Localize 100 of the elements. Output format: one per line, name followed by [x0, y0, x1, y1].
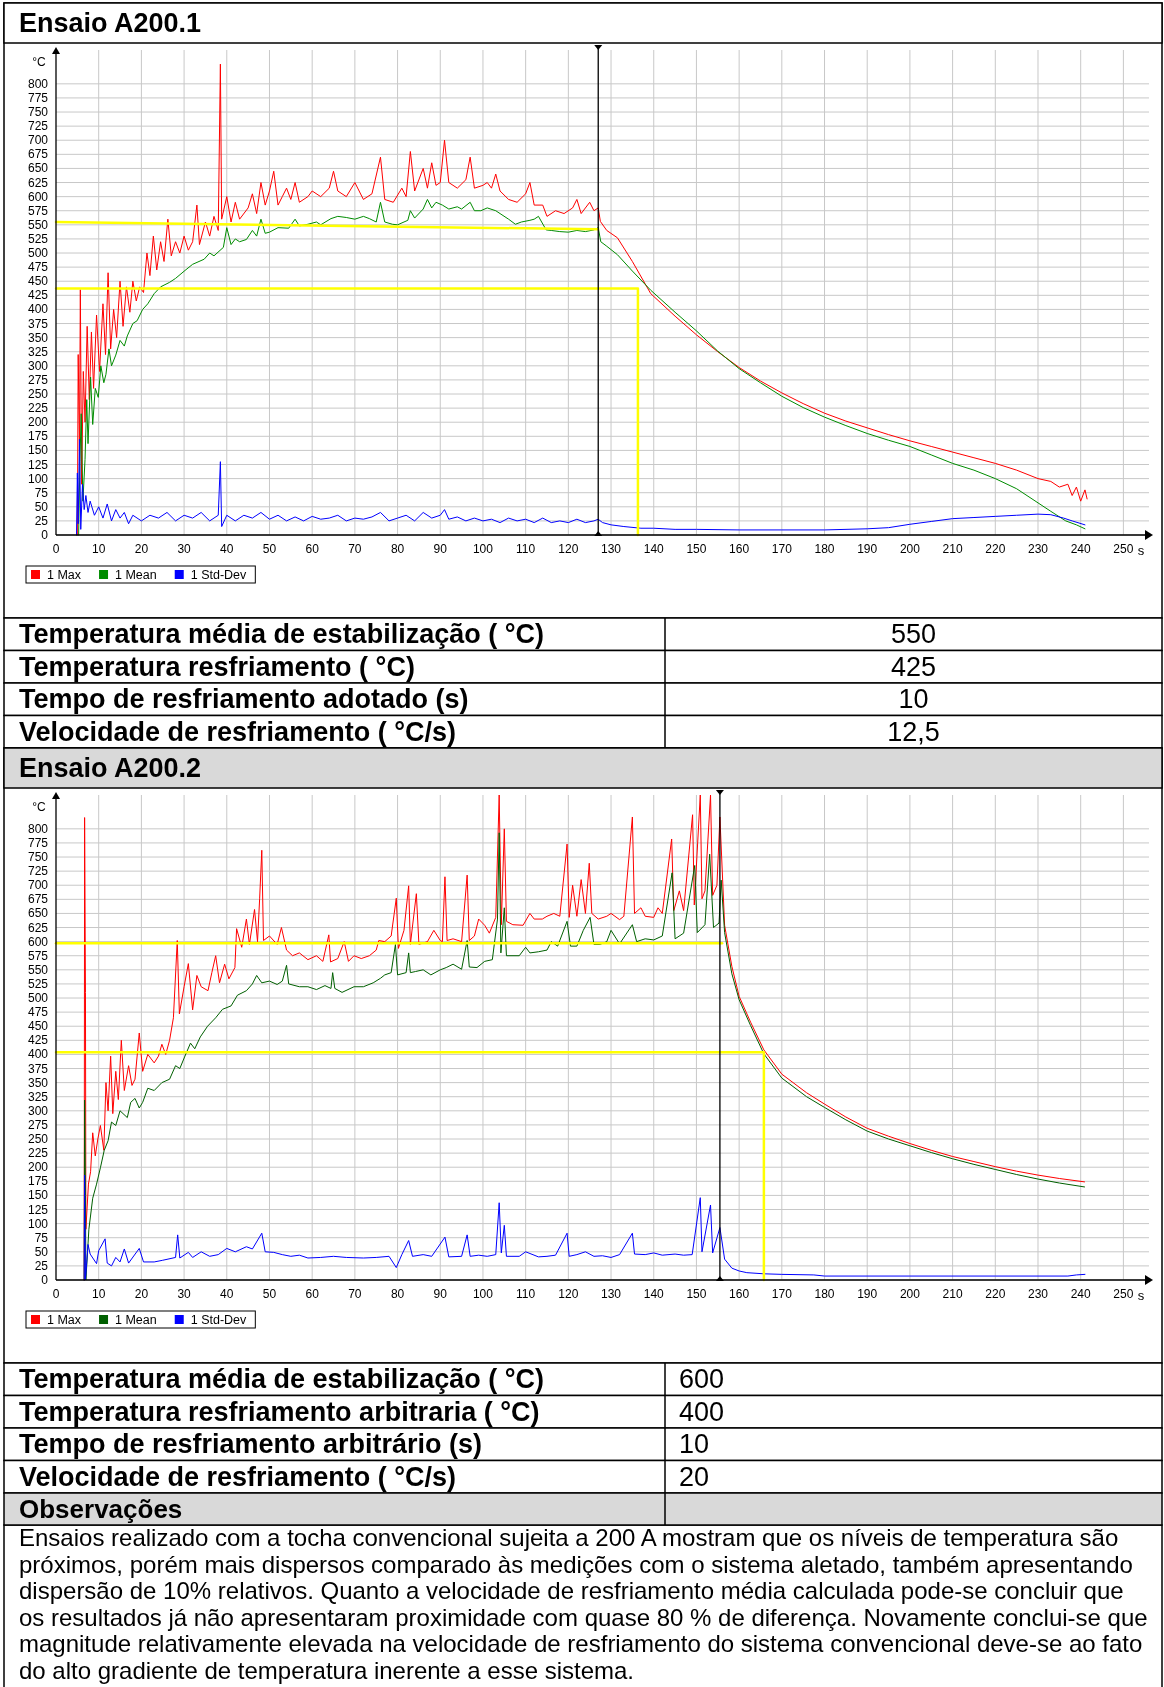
x-tick-label: 70	[348, 542, 362, 556]
y-tick-label: 725	[27, 864, 49, 879]
y-tick-label: 375	[27, 1061, 49, 1076]
y-tick-label: 200	[27, 1160, 49, 1175]
x-tick-label: 0	[52, 542, 60, 556]
y-tick-label: 700	[27, 133, 49, 148]
legend-label: 1 Mean	[115, 567, 157, 582]
x-tick-label: 200	[899, 1287, 921, 1301]
y-tick-label: 0	[41, 528, 49, 542]
text: Velocidade de resfriamento ( °C/s)	[19, 1461, 456, 1492]
y-tick-label: 775	[27, 835, 49, 850]
y-tick-label: 225	[27, 401, 49, 416]
text: Temperatura média de estabilização ( °C)	[19, 619, 544, 650]
x-tick-label: 0	[52, 1287, 60, 1301]
x-tick-label: 240	[1070, 542, 1092, 556]
y-tick-label: 350	[27, 1075, 49, 1090]
y-tick-label: 800	[27, 76, 49, 91]
text: 10	[898, 684, 929, 715]
line-series	[78, 198, 1086, 536]
text: 20	[679, 1461, 710, 1492]
x-tick-label: 90	[433, 1287, 448, 1301]
x-tick-label: 20	[134, 1287, 149, 1301]
y-tick-label: 450	[27, 1019, 49, 1034]
x-tick-label: 120	[558, 1287, 579, 1301]
y-tick-label: 325	[27, 1089, 49, 1104]
x-tick-label: 60	[305, 1287, 320, 1301]
x-tick-label: 230	[1027, 542, 1049, 556]
y-tick-label: 500	[27, 246, 49, 261]
legend-label: 1 Std-Dev	[190, 567, 248, 582]
y-tick-label: 700	[27, 878, 49, 893]
x-tick-label: 90	[433, 542, 448, 556]
line-series	[76, 63, 1088, 536]
x-axis-title: s	[1137, 1287, 1145, 1303]
y-tick-label: 250	[27, 387, 49, 402]
y-tick-label: 800	[27, 821, 49, 836]
text: Temperatura resfriamento arbitraria ( °C)	[19, 1396, 540, 1427]
y-tick-label: 550	[27, 217, 49, 232]
x-tick-label: 120	[558, 542, 579, 556]
x-tick-label: 210	[942, 542, 963, 556]
y-tick-label: 525	[27, 976, 49, 991]
x-tick-label: 190	[857, 542, 878, 556]
x-tick-label: 40	[220, 1287, 234, 1301]
y-tick-label: 650	[27, 906, 49, 921]
x-tick-label: 10	[92, 1287, 106, 1301]
text: Temperatura média de estabilização ( °C)	[19, 1364, 544, 1395]
y-tick-label: 625	[27, 920, 49, 935]
x-tick-label: 220	[985, 542, 1006, 556]
x-tick-label: 30	[177, 542, 192, 556]
x-tick-label: 250	[1113, 542, 1134, 556]
y-tick-label: 400	[27, 1047, 49, 1062]
y-tick-label: 550	[27, 962, 49, 977]
chart-title: Ensaio A200.1	[19, 8, 202, 38]
x-tick-label: 230	[1027, 1287, 1049, 1301]
y-tick-label: 100	[27, 1216, 49, 1231]
text: 425	[890, 651, 937, 682]
chart-title: Ensaio A200.2	[19, 753, 202, 783]
text: Observações	[19, 1494, 183, 1524]
y-tick-label: 200	[27, 415, 49, 430]
line-series	[83, 1174, 1086, 1281]
y-axis-title: °C	[32, 800, 47, 814]
x-tick-label: 190	[857, 1287, 878, 1301]
y-tick-label: 600	[27, 934, 49, 949]
x-tick-label: 130	[601, 542, 622, 556]
text: Temperatura resfriamento ( °C)	[19, 651, 415, 682]
y-tick-label: 75	[34, 1230, 49, 1245]
x-tick-label: 80	[390, 1287, 405, 1301]
x-tick-label: 50	[262, 1287, 277, 1301]
line-series	[75, 438, 1086, 536]
y-tick-label: 225	[27, 1146, 49, 1161]
y-tick-label: 625	[27, 175, 49, 190]
y-tick-label: 600	[27, 189, 49, 204]
y-tick-label: 775	[27, 90, 49, 105]
y-tick-label: 75	[34, 485, 49, 500]
y-tick-label: 175	[27, 429, 49, 444]
x-tick-label: 160	[729, 542, 750, 556]
x-tick-label: 140	[643, 542, 665, 556]
y-tick-label: 300	[27, 358, 49, 373]
y-tick-label: 575	[27, 203, 49, 218]
text: Tempo de resfriamento arbitrário (s)	[19, 1429, 483, 1460]
y-tick-label: 425	[27, 288, 49, 303]
legend-label: 1 Std-Dev	[190, 1312, 248, 1327]
text: Ensaios realizado com a tocha convencional sujeita a 200 A mostram que os níveis de temperatura são próximos, porém mais dispersos comparado às medições com o sistema aletado, também apresentando dispersão de 10% relativos. Quanto a velocidade de resfriamento média calculada pode-se concluir que os resultados já não apresentaram proximidade com quase 80 % de diferença. Novamente conclui-se que magnitude relativamente elevada na velocidade de resfriamento do sistema convencional deve-se ao fato do alto gradiente de temperatura inerente a esse sistema.	[19, 1524, 1148, 1684]
x-tick-label: 220	[985, 1287, 1006, 1301]
x-tick-label: 200	[899, 542, 921, 556]
text: 600	[679, 1364, 725, 1395]
y-axis-title: °C	[32, 55, 47, 69]
x-tick-label: 130	[601, 1287, 622, 1301]
y-tick-label: 375	[27, 316, 49, 331]
x-tick-label: 100	[472, 542, 494, 556]
y-tick-label: 725	[27, 119, 49, 134]
y-tick-label: 475	[27, 1005, 49, 1020]
y-tick-label: 25	[34, 513, 49, 528]
y-tick-label: 100	[27, 471, 49, 486]
x-tick-label: 20	[134, 542, 149, 556]
text: Velocidade de resfriamento ( °C/s)	[19, 716, 456, 747]
x-axis-title: s	[1137, 542, 1145, 558]
x-tick-label: 240	[1070, 1287, 1092, 1301]
y-tick-label: 450	[27, 274, 49, 289]
y-tick-label: 325	[27, 344, 49, 359]
x-tick-label: 110	[516, 1287, 536, 1301]
